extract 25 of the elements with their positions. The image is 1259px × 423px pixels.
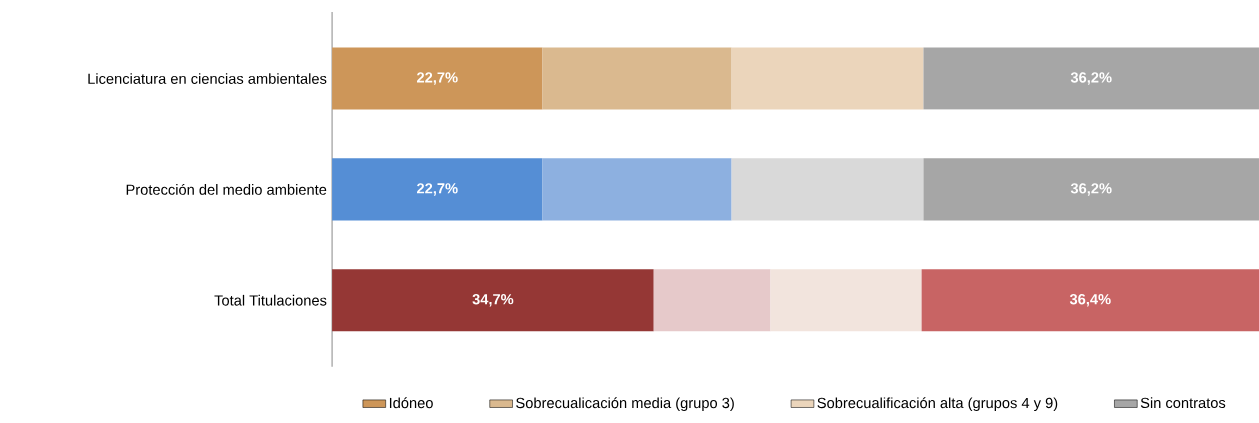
bar xyxy=(731,158,924,221)
data-label: 36,2% xyxy=(1070,72,1112,85)
bar xyxy=(923,158,1259,221)
legend-label: Idóneo xyxy=(389,397,433,409)
legend-label: Sobrecualificación alta (grupos 4 y 9) xyxy=(817,397,1058,412)
data-label: 36,4% xyxy=(1069,294,1111,307)
bar xyxy=(542,47,732,110)
y-tick-label: Total Titulaciones xyxy=(214,294,327,306)
bar xyxy=(731,47,924,110)
data-label: 36,2% xyxy=(1070,183,1112,196)
bar xyxy=(332,47,543,110)
bar xyxy=(921,269,1259,332)
data-label: 22,7% xyxy=(417,72,458,85)
legend-label: Sobrecualicación media (grupo 3) xyxy=(516,397,734,412)
y-tick-label: Protección del medio ambiente xyxy=(126,184,327,195)
data-label: 22,7% xyxy=(417,183,458,196)
bar xyxy=(332,158,543,221)
data-label: 34,7% xyxy=(472,294,514,307)
bar xyxy=(653,269,771,332)
bar xyxy=(923,47,1259,110)
y-tick-label: Licenciatura en ciencias ambientales xyxy=(88,73,327,85)
bar xyxy=(542,158,732,221)
bar xyxy=(332,269,654,332)
legend-label: Sin contratos xyxy=(1140,397,1226,409)
bar xyxy=(770,269,922,332)
